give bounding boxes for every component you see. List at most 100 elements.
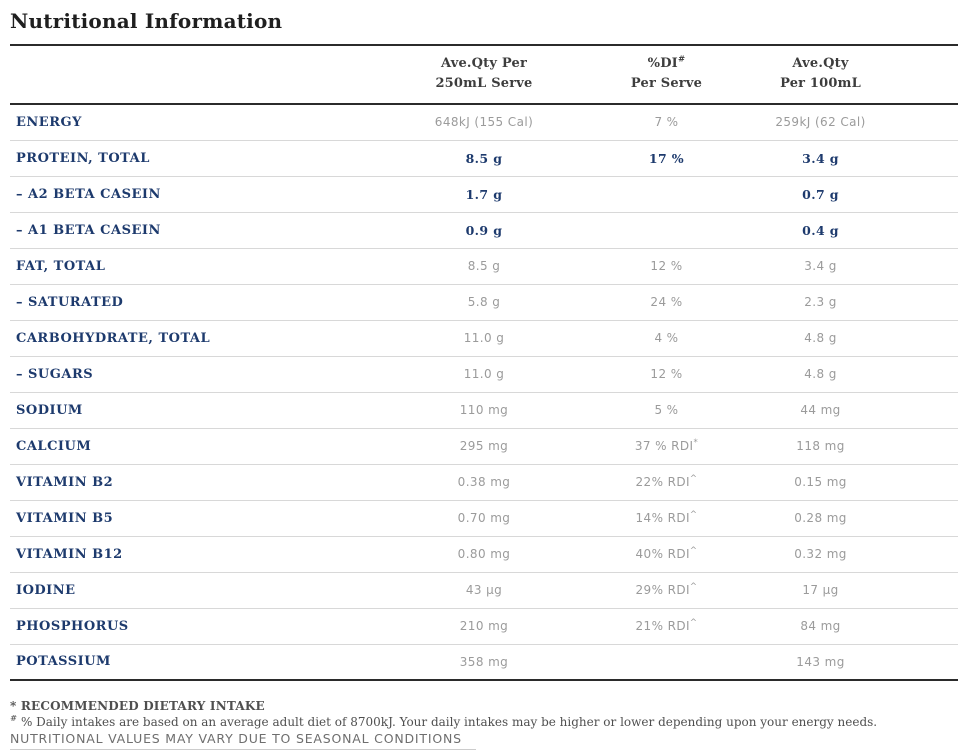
nutrient-label: PROTEIN, TOTAL: [16, 150, 150, 166]
nutrient-label: ENERGY: [16, 114, 82, 130]
row-spacer: [887, 320, 958, 356]
value-per-serve: 0.70 mg: [457, 511, 511, 525]
table-row: CALCIUM 295 mg 37 % RDI* 118 mg: [10, 428, 958, 464]
value-per-100ml: 84 mg: [800, 619, 841, 633]
value-per-100ml: 0.7 g: [802, 186, 839, 202]
value-per-100ml: 143 mg: [796, 654, 845, 669]
value-di: [579, 644, 754, 680]
row-spacer: [887, 140, 958, 176]
row-spacer: [887, 500, 958, 536]
value-per-serve: 648kJ (155 Cal): [434, 115, 534, 130]
value-per-serve: 358 mg: [459, 654, 509, 669]
value-per-100ml: 17 µg: [802, 583, 839, 597]
nutrient-label: PHOSPHORUS: [16, 618, 129, 634]
table-row: PHOSPHORUS 210 mg 21% RDI^ 84 mg: [10, 608, 958, 644]
row-spacer: [887, 212, 958, 248]
value-per-serve: 210 mg: [459, 619, 509, 633]
table-row: – A2 BETA CASEIN 1.7 g 0.7 g: [10, 176, 958, 212]
value-per-serve: 1.7 g: [465, 186, 503, 202]
value-di: 12 %: [650, 367, 683, 381]
table-row: CARBOHYDRATE, TOTAL 11.0 g 4 % 4.8 g: [10, 320, 958, 356]
footnote-seasonal: NUTRITIONAL VALUES MAY VARY DUE TO SEASO…: [10, 731, 958, 750]
row-spacer: [887, 428, 958, 464]
nutrient-label: FAT, TOTAL: [16, 258, 106, 274]
value-per-100ml: 2.3 g: [804, 295, 837, 309]
value-per-serve: 11.0 g: [463, 331, 505, 345]
table-row: VITAMIN B5 0.70 mg 14% RDI^ 0.28 mg: [10, 500, 958, 536]
nutrient-label: – SATURATED: [16, 294, 124, 310]
nutrient-label: POTASSIUM: [16, 654, 111, 670]
nutrient-label: – SUGARS: [16, 366, 94, 382]
row-spacer: [887, 644, 958, 680]
footnotes: * RECOMMENDED DIETARY INTAKE # % Daily i…: [10, 698, 958, 750]
value-per-serve: 11.0 g: [463, 367, 505, 381]
value-per-serve: 295 mg: [459, 439, 509, 453]
row-spacer: [887, 572, 958, 608]
table-row: – SUGARS 11.0 g 12 % 4.8 g: [10, 356, 958, 392]
header-spacer: [887, 45, 958, 104]
table-row: POTASSIUM 358 mg 143 mg: [10, 644, 958, 680]
value-di: 14% RDI^: [635, 510, 698, 525]
value-per-100ml: 3.4 g: [802, 150, 839, 166]
value-per-100ml: 118 mg: [796, 439, 845, 453]
value-di: 22% RDI^: [635, 474, 698, 489]
di-footnote-marker: ^: [689, 618, 698, 628]
row-spacer: [887, 464, 958, 500]
table-body: ENERGY 648kJ (155 Cal) 7 % 259kJ (62 Cal…: [10, 104, 958, 680]
value-per-serve: 0.38 mg: [457, 475, 511, 489]
value-di: 21% RDI^: [635, 618, 698, 633]
value-di: 37 % RDI*: [634, 438, 699, 453]
value-di: 5 %: [654, 403, 679, 417]
value-per-100ml: 0.4 g: [802, 222, 839, 238]
header-per-100ml: Ave.Qty Per 100mL: [780, 56, 861, 91]
di-footnote-marker: ^: [689, 474, 698, 484]
value-per-serve: 0.80 mg: [457, 547, 511, 561]
value-per-serve: 8.5 g: [467, 259, 501, 273]
value-per-serve: 43 µg: [465, 583, 503, 597]
value-di: [579, 176, 754, 212]
di-footnote-marker: *: [693, 438, 699, 448]
di-footnote-marker: ^: [689, 546, 698, 556]
table-row: SODIUM 110 mg 5 % 44 mg: [10, 392, 958, 428]
value-di: 17 %: [648, 150, 685, 166]
nutrient-label: CARBOHYDRATE, TOTAL: [16, 330, 211, 346]
value-per-serve: 8.5 g: [465, 150, 503, 166]
header-row: Ave.Qty Per 250mL Serve %DI# Per Serve A…: [10, 45, 958, 104]
hash-marker: #: [10, 714, 18, 724]
header-per-serve: Ave.Qty Per 250mL Serve: [435, 56, 533, 91]
nutrient-label: – A2 BETA CASEIN: [16, 186, 161, 202]
table-row: VITAMIN B2 0.38 mg 22% RDI^ 0.15 mg: [10, 464, 958, 500]
header-di: %DI# Per Serve: [630, 54, 703, 91]
value-di: [579, 212, 754, 248]
nutrient-label: VITAMIN B2: [16, 474, 114, 490]
value-per-serve: 0.9 g: [465, 222, 503, 238]
header-nutrient-blank: [10, 45, 389, 104]
value-per-100ml: 44 mg: [800, 403, 841, 417]
value-per-100ml: 259kJ (62 Cal): [775, 115, 866, 130]
value-di: 29% RDI^: [635, 582, 698, 597]
value-per-serve: 5.8 g: [467, 295, 501, 309]
value-di: 7 %: [654, 115, 679, 130]
nutrient-label: SODIUM: [16, 402, 83, 418]
di-hash-superscript: #: [677, 54, 686, 65]
row-spacer: [887, 536, 958, 572]
value-per-serve: 110 mg: [459, 403, 509, 417]
row-spacer: [887, 104, 958, 140]
table-row: – A1 BETA CASEIN 0.9 g 0.4 g: [10, 212, 958, 248]
row-spacer: [887, 356, 958, 392]
nutrient-label: – A1 BETA CASEIN: [16, 222, 161, 238]
nutrient-label: VITAMIN B12: [16, 546, 123, 562]
table-row: ENERGY 648kJ (155 Cal) 7 % 259kJ (62 Cal…: [10, 104, 958, 140]
value-per-100ml: 0.32 mg: [794, 547, 847, 561]
table-row: IODINE 43 µg 29% RDI^ 17 µg: [10, 572, 958, 608]
table-row: VITAMIN B12 0.80 mg 40% RDI^ 0.32 mg: [10, 536, 958, 572]
footnote-daily-intake: # % Daily intakes are based on an averag…: [10, 714, 878, 729]
nutrient-label: CALCIUM: [16, 438, 92, 454]
di-footnote-marker: ^: [689, 510, 698, 520]
row-spacer: [887, 284, 958, 320]
table-row: FAT, TOTAL 8.5 g 12 % 3.4 g: [10, 248, 958, 284]
footnote-rdi: * RECOMMENDED DIETARY INTAKE: [10, 699, 265, 713]
table-header: Ave.Qty Per 250mL Serve %DI# Per Serve A…: [10, 45, 958, 104]
value-per-100ml: 3.4 g: [804, 259, 837, 273]
